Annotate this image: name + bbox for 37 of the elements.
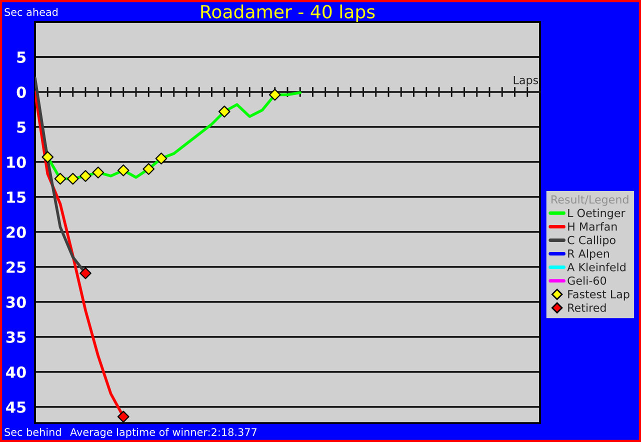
point [80, 267, 92, 280]
legend-label: A Kleinfeld [567, 262, 626, 272]
point [54, 172, 66, 185]
legend-label: C Callipo [568, 236, 616, 246]
y-tick-label: 40 [6, 366, 26, 378]
point [66, 172, 79, 185]
y-tick-label: 0 [16, 86, 26, 98]
y-tick-label: 45 [6, 402, 26, 413]
legend-label: H Marfan [568, 222, 617, 231]
legend-label: L Oetinger [568, 208, 626, 220]
chart-title: Roadamer - 40 laps [201, 4, 375, 22]
point [117, 410, 130, 423]
point [268, 88, 281, 101]
y-tick-label: 5 [17, 122, 26, 133]
text: Average laptime of winner:2:18.377 [70, 428, 256, 438]
y-tick-label: 20 [6, 226, 26, 238]
legend-label: Fastest Lap [568, 290, 630, 301]
legend-label: Retired [568, 303, 606, 312]
point [142, 163, 155, 175]
y-tick-label: 25 [6, 261, 26, 273]
x-axis-title: Laps [514, 76, 538, 86]
legend-title: Result/Legend [551, 195, 628, 206]
point [80, 170, 92, 182]
point [42, 151, 54, 163]
text: Sec behind [4, 428, 61, 436]
point [155, 152, 168, 164]
point [92, 166, 104, 178]
legend-label: Geli-60 [568, 276, 606, 285]
y-tick-label: 10 [7, 156, 26, 168]
y-tick-label: 35 [6, 331, 26, 343]
point [218, 106, 230, 118]
text: Sec ahead [4, 8, 58, 16]
y-tick-label: 15 [7, 192, 26, 203]
point [117, 164, 130, 176]
y-tick-label: 30 [6, 296, 26, 308]
y-tick-label: 5 [17, 52, 26, 64]
legend-label: R Alpen [568, 249, 609, 260]
